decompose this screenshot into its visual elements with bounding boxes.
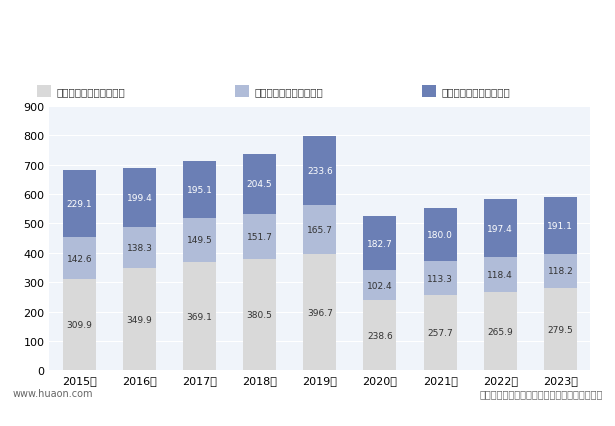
Text: 279.5: 279.5 — [547, 325, 573, 334]
Text: 113.3: 113.3 — [427, 274, 453, 283]
Bar — [183, 262, 216, 371]
Bar — [303, 206, 336, 254]
Text: 265.9: 265.9 — [487, 327, 513, 336]
Text: 233.6: 233.6 — [307, 167, 333, 176]
Bar — [544, 254, 577, 288]
Text: 197.4: 197.4 — [487, 225, 513, 233]
Bar — [243, 154, 276, 214]
Bar — [243, 259, 276, 371]
Bar — [424, 209, 456, 262]
Text: 102.4: 102.4 — [367, 281, 393, 290]
Bar — [544, 288, 577, 371]
Text: 第二产业增加值（亿元）: 第二产业增加值（亿元） — [255, 86, 323, 97]
Text: 第三产业增加值（亿元）: 第三产业增加值（亿元） — [57, 86, 125, 97]
Bar — [363, 301, 397, 371]
Text: 118.2: 118.2 — [547, 267, 573, 276]
Text: 118.4: 118.4 — [487, 271, 513, 280]
Text: 第一产业增加值（亿元）: 第一产业增加值（亿元） — [442, 86, 510, 97]
Bar — [424, 262, 456, 295]
Text: 专业严谨 • 客观科学: 专业严谨 • 客观科学 — [536, 8, 603, 18]
Bar — [183, 161, 216, 219]
Bar — [63, 280, 96, 371]
Text: www.huaon.com: www.huaon.com — [12, 388, 93, 398]
Text: 199.4: 199.4 — [127, 193, 153, 203]
Text: 369.1: 369.1 — [186, 312, 212, 321]
Text: 195.1: 195.1 — [186, 185, 212, 194]
Text: 149.5: 149.5 — [187, 236, 212, 245]
Text: 2015-2023年四平市第一、第二及第三产业增加值: 2015-2023年四平市第一、第二及第三产业增加值 — [149, 42, 466, 60]
Bar — [123, 169, 156, 227]
Text: 349.9: 349.9 — [127, 315, 153, 324]
Text: 238.6: 238.6 — [367, 331, 393, 340]
Bar — [424, 295, 456, 371]
Text: 182.7: 182.7 — [367, 239, 393, 248]
Bar — [183, 219, 216, 262]
Bar — [422, 86, 436, 98]
Bar — [483, 200, 517, 258]
Text: 396.7: 396.7 — [307, 308, 333, 317]
Text: 数据来源：吉林省统计局，华经产业研究院整理: 数据来源：吉林省统计局，华经产业研究院整理 — [479, 388, 603, 398]
Bar — [123, 227, 156, 268]
Bar — [303, 254, 336, 371]
Text: 180.0: 180.0 — [427, 231, 453, 240]
Text: 204.5: 204.5 — [247, 180, 272, 189]
Bar — [235, 86, 249, 98]
Bar — [483, 258, 517, 293]
Text: 229.1: 229.1 — [66, 200, 92, 209]
Bar — [123, 268, 156, 371]
Bar — [544, 198, 577, 254]
Text: 165.7: 165.7 — [307, 225, 333, 234]
Text: 380.5: 380.5 — [247, 310, 272, 319]
Text: 151.7: 151.7 — [247, 232, 272, 241]
Bar — [63, 238, 96, 280]
Text: 142.6: 142.6 — [66, 254, 92, 263]
Bar — [483, 293, 517, 371]
Bar — [37, 86, 51, 98]
Text: 华经情报网: 华经情报网 — [12, 8, 46, 18]
Text: 257.7: 257.7 — [427, 328, 453, 337]
Text: 191.1: 191.1 — [547, 222, 573, 230]
Bar — [243, 214, 276, 259]
Bar — [63, 170, 96, 238]
Text: 309.9: 309.9 — [66, 321, 92, 330]
Bar — [363, 217, 397, 271]
Text: 138.3: 138.3 — [127, 243, 153, 252]
Bar — [363, 271, 397, 301]
Bar — [303, 137, 336, 206]
